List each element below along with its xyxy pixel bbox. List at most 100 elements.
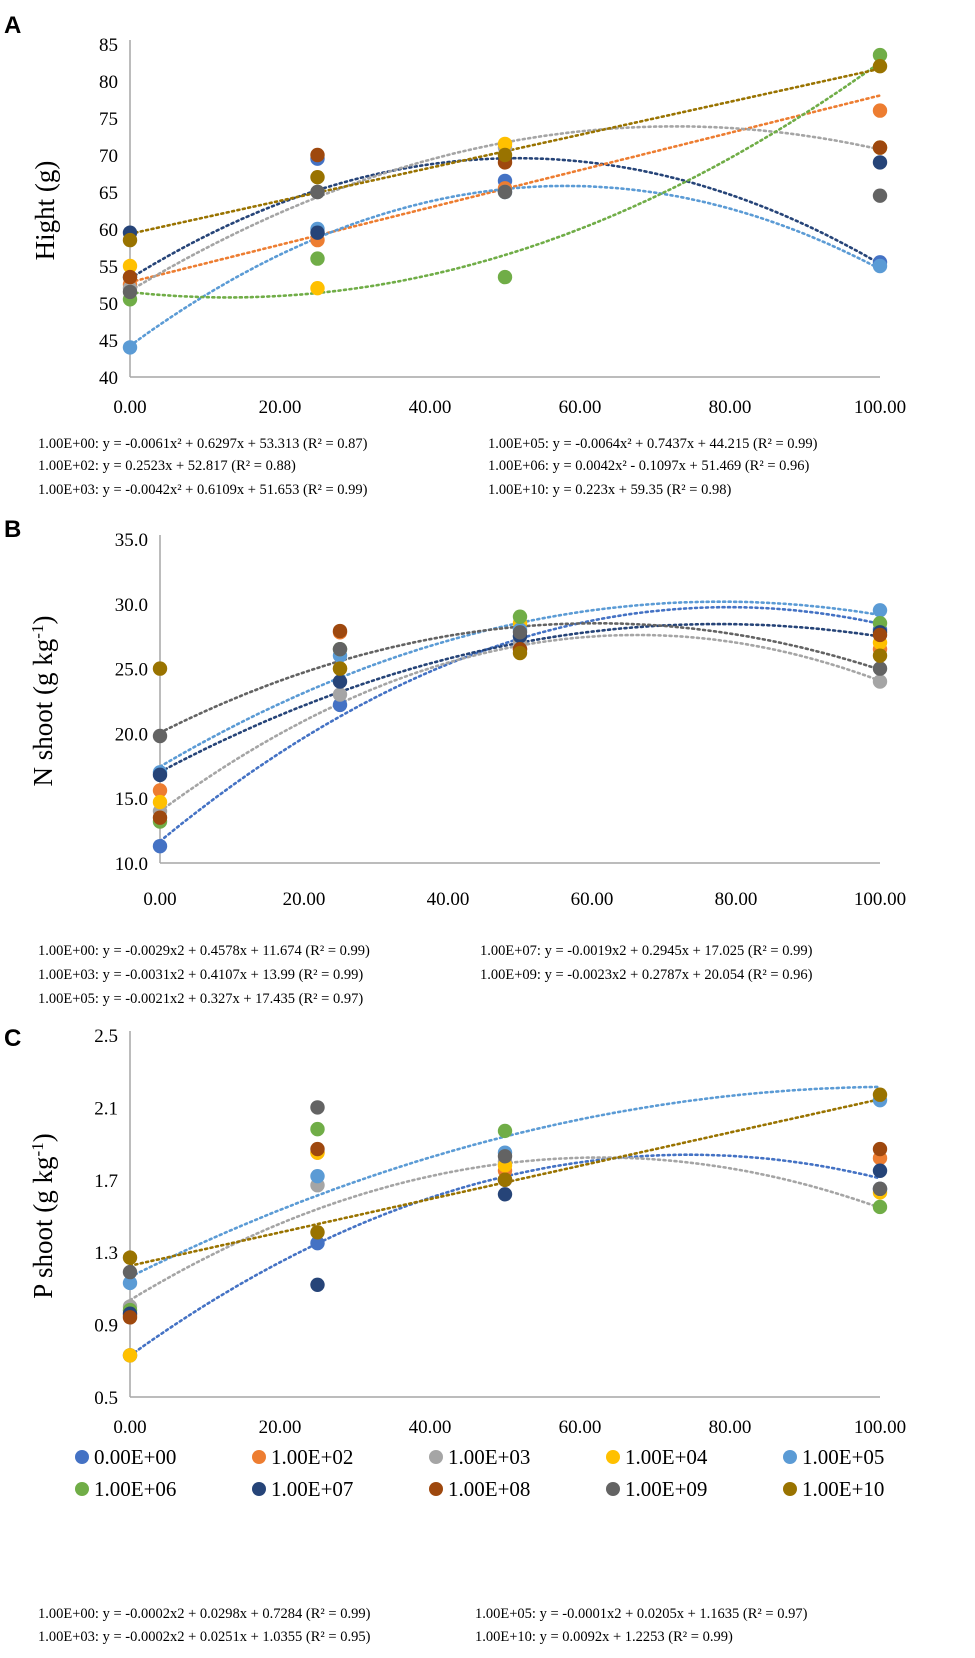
legend: 0.00E+00 1.00E+02 1.00E+03 1.00E+04 1.00E+05… — [75, 1445, 884, 1501]
data-point — [122, 269, 138, 285]
panel-letter: B — [4, 516, 21, 543]
x-tick-label: 80.00 — [709, 397, 752, 418]
data-point — [122, 1264, 138, 1280]
y-tick-label: 45 — [99, 331, 118, 352]
legend-label: 0.00E+00 — [94, 1445, 176, 1469]
y-tick-label: 35.0 — [115, 530, 148, 551]
data-point — [332, 687, 348, 702]
trendline-equation: 1.00E+10: y = 0.223x + 59.35 (R² = 0.98) — [488, 482, 731, 498]
data-point — [872, 188, 888, 203]
superscript: -1 — [28, 1142, 47, 1156]
y-axis-title: Hight (g) — [30, 161, 60, 261]
data-point — [152, 661, 168, 676]
data-point — [152, 767, 168, 783]
y-tick-label: 50 — [99, 294, 118, 315]
panel-c: C 0.5 0.9 1.3 1.7 2.1 2.5 0.00 20.00 40.00 60.00 80… — [4, 1025, 906, 1645]
data-point — [332, 674, 348, 689]
trendline-equation: 1.00E+09: y = -0.0023x2 + 0.2787x + 20.0… — [480, 967, 813, 983]
x-tick-label: 60.00 — [559, 1417, 602, 1438]
y-tick-label: 25.0 — [115, 660, 148, 681]
legend-marker — [429, 1482, 443, 1496]
data-point — [512, 609, 528, 624]
data-point — [310, 1225, 325, 1240]
trendline — [158, 633, 882, 813]
data-point — [872, 1163, 888, 1178]
y-tick-label: 55 — [99, 257, 118, 278]
data-point — [310, 147, 325, 163]
legend-label: 1.00E+08 — [448, 1477, 530, 1501]
y-tick-label: 0.5 — [94, 1388, 118, 1409]
data-point — [497, 269, 513, 285]
x-tick-label: 20.00 — [259, 397, 302, 418]
trendline-equation: 1.00E+00: y = -0.0061x² + 0.6297x + 53.3… — [38, 436, 368, 452]
data-point — [872, 258, 888, 274]
x-tick-label: 80.00 — [715, 889, 758, 910]
y-tick-label: 70 — [99, 146, 118, 167]
data-point — [497, 1187, 513, 1202]
x-tick-label: 60.00 — [559, 397, 602, 418]
data-point — [872, 140, 888, 155]
data-point — [152, 783, 168, 798]
data-point — [310, 184, 325, 200]
data-point — [872, 58, 888, 74]
data-point — [310, 225, 325, 240]
data-point — [332, 623, 348, 639]
legend-item: 1.00E+07 — [252, 1477, 353, 1501]
data-point — [310, 251, 325, 266]
data-point — [310, 1277, 325, 1292]
legend-item: 1.00E+06 — [75, 1477, 176, 1501]
data-point — [497, 1172, 513, 1188]
data-point — [122, 340, 138, 355]
legend-marker — [783, 1450, 797, 1464]
trendline-equation: 1.00E+00: y = -0.0029x2 + 0.4578x + 11.6… — [38, 943, 370, 959]
data-point — [122, 1275, 138, 1291]
panel-letter: A — [4, 12, 21, 39]
trendline-equation: 1.00E+03: y = -0.0031x2 + 0.4107x + 13.9… — [38, 967, 363, 983]
y-tick-label: 80 — [99, 72, 118, 93]
data-point — [872, 155, 888, 170]
trendline-equation: 1.00E+07: y = -0.0019x2 + 0.2945x + 17.0… — [480, 943, 813, 959]
y-tick-label: 15.0 — [115, 789, 148, 810]
x-tick-label: 60.00 — [571, 889, 614, 910]
y-tick-label: 10.0 — [115, 854, 148, 875]
data-point — [310, 1141, 325, 1157]
data-point — [872, 47, 888, 63]
legend-marker — [783, 1482, 797, 1496]
legend-marker — [75, 1450, 89, 1464]
trendline-equation: 1.00E+02: y = 0.2523x + 52.817 (R² = 0.8… — [38, 458, 296, 474]
data-point — [497, 1149, 513, 1164]
y-tick-label: 30.0 — [115, 595, 148, 616]
data-point — [512, 645, 528, 661]
data-point — [872, 1199, 888, 1215]
trendline-equation: 1.00E+05: y = -0.0064x² + 0.7437x + 44.2… — [488, 436, 818, 452]
y-tick-label: 0.9 — [94, 1316, 118, 1337]
data-point — [872, 603, 888, 618]
legend-label: 1.00E+04 — [625, 1445, 708, 1469]
legend-item: 1.00E+08 — [429, 1477, 530, 1501]
x-tick-label: 20.00 — [283, 889, 326, 910]
y-tick-label: 60 — [99, 220, 118, 241]
data-point — [152, 794, 168, 810]
y-tick-label: 65 — [99, 183, 118, 204]
legend-marker — [606, 1450, 620, 1464]
trendline — [128, 125, 882, 293]
data-point — [310, 281, 325, 296]
x-tick-label: 40.00 — [427, 889, 470, 910]
data-point — [872, 1087, 888, 1102]
data-point — [872, 103, 888, 118]
data-point — [497, 184, 513, 200]
x-tick-label: 0.00 — [113, 397, 146, 418]
data-point — [872, 1181, 888, 1197]
legend-item: 1.00E+03 — [429, 1445, 530, 1469]
x-tick-label: 20.00 — [259, 1417, 302, 1438]
superscript: -1 — [28, 625, 47, 639]
x-tick-label: 0.00 — [143, 889, 176, 910]
data-point — [122, 1250, 138, 1265]
legend-marker — [429, 1450, 443, 1464]
data-point — [872, 1141, 888, 1157]
data-point — [152, 728, 168, 744]
data-point — [152, 810, 168, 825]
legend-label: 1.00E+03 — [448, 1445, 530, 1469]
legend-item: 1.00E+05 — [783, 1445, 884, 1469]
data-point — [310, 1235, 325, 1251]
